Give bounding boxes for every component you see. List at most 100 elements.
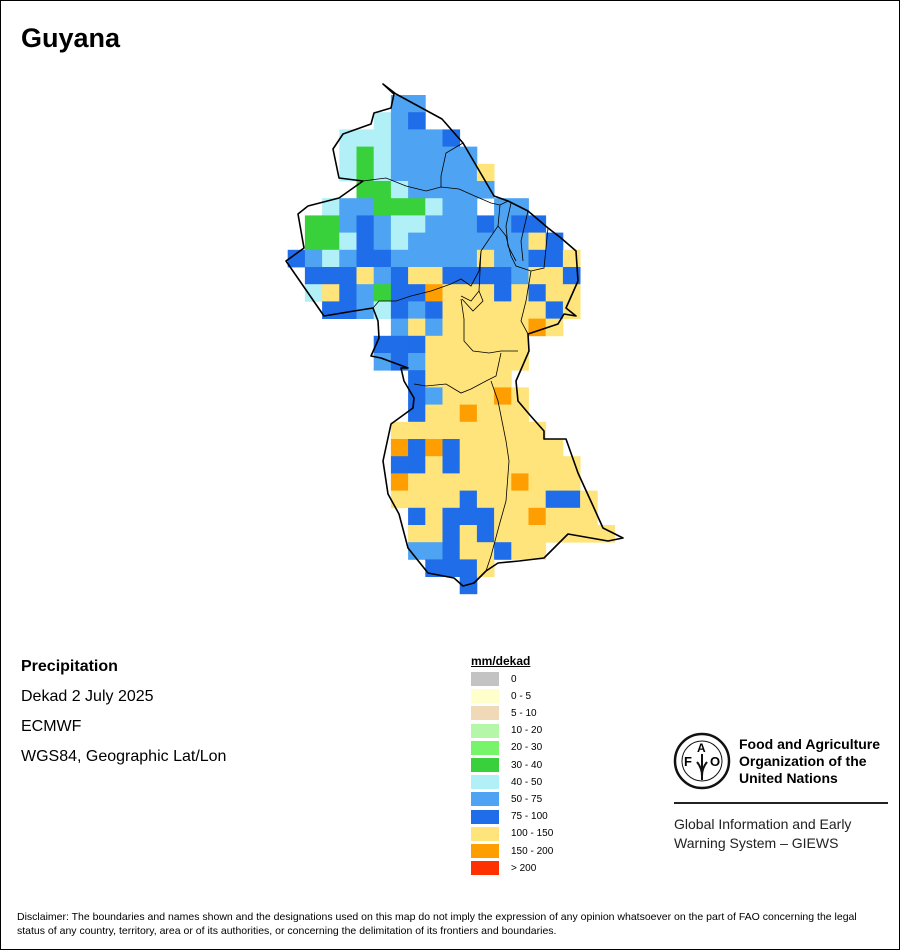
grid-cell bbox=[339, 249, 357, 268]
grid-cell bbox=[442, 232, 461, 251]
grid-cell bbox=[459, 490, 478, 509]
grid-cell bbox=[528, 525, 547, 543]
legend-label: 10 - 20 bbox=[511, 725, 543, 737]
legend-swatch bbox=[471, 844, 499, 858]
grid-cell bbox=[442, 473, 461, 491]
grid-cell bbox=[562, 301, 581, 319]
grid-cell bbox=[304, 267, 323, 285]
grid-cell bbox=[562, 525, 581, 543]
grid-cell bbox=[511, 284, 529, 302]
grid-cell bbox=[459, 249, 478, 268]
grid-cell bbox=[373, 112, 392, 130]
source-label: ECMWF bbox=[21, 718, 82, 735]
grid-cell bbox=[528, 421, 547, 440]
grid-cell bbox=[442, 490, 461, 509]
grid-cell bbox=[511, 525, 529, 543]
grid-cell bbox=[494, 421, 512, 440]
grid-cell bbox=[339, 146, 357, 165]
grid-cell bbox=[476, 507, 495, 526]
legend-item: 50 - 75 bbox=[471, 792, 542, 807]
grid-cell bbox=[442, 267, 461, 285]
giews-name: Global Information and Early Warning Sys… bbox=[674, 816, 852, 851]
grid-cell bbox=[408, 473, 426, 491]
grid-cell bbox=[356, 284, 375, 302]
grid-cell bbox=[304, 284, 323, 302]
grid-cell bbox=[339, 301, 357, 319]
grid-cell bbox=[322, 284, 340, 302]
grid-cell bbox=[459, 525, 478, 543]
legend-label: 150 - 200 bbox=[511, 845, 554, 857]
grid-cell bbox=[425, 490, 443, 509]
grid-cell bbox=[580, 507, 598, 526]
grid-cell bbox=[459, 318, 478, 337]
grid-cell bbox=[442, 456, 461, 474]
grid-cell bbox=[476, 439, 495, 457]
grid-cell bbox=[373, 129, 392, 147]
grid-cell bbox=[425, 163, 443, 182]
grid-cell bbox=[494, 456, 512, 474]
grid-cell bbox=[511, 387, 529, 405]
grid-cell bbox=[545, 473, 564, 491]
grid-cell bbox=[580, 490, 598, 509]
grid-cell bbox=[408, 232, 426, 251]
grid-cell bbox=[476, 404, 495, 423]
grid-cell bbox=[356, 181, 375, 199]
grid-cell bbox=[511, 456, 529, 474]
grid-cell bbox=[442, 525, 461, 543]
grid-cell bbox=[528, 507, 547, 526]
region-boundaries bbox=[362, 142, 549, 572]
grid-cell bbox=[476, 421, 495, 440]
grid-cell bbox=[442, 370, 461, 388]
legend-item: 10 - 20 bbox=[471, 723, 543, 738]
grid-cell bbox=[459, 421, 478, 440]
grid-cell bbox=[339, 198, 357, 216]
grid-cell bbox=[528, 542, 547, 560]
grid-cell bbox=[459, 353, 478, 371]
grid-cell bbox=[494, 473, 512, 491]
grid-cell bbox=[339, 232, 357, 251]
grid-cell bbox=[408, 507, 426, 526]
grid-cell bbox=[442, 439, 461, 457]
grid-cell bbox=[580, 525, 598, 543]
grid-cell bbox=[408, 456, 426, 474]
legend-item: 0 bbox=[471, 672, 517, 686]
legend-label: 40 - 50 bbox=[511, 776, 543, 788]
variable-label: Precipitation bbox=[21, 658, 118, 675]
grid-cell bbox=[476, 456, 495, 474]
grid-cell bbox=[408, 267, 426, 285]
grid-cell bbox=[408, 284, 426, 302]
fao-name: Food and Agriculture Organization of the… bbox=[739, 736, 881, 786]
legend-swatch bbox=[471, 740, 499, 755]
legend-swatch bbox=[471, 792, 499, 807]
grid-cell bbox=[356, 163, 375, 182]
grid-cell bbox=[562, 249, 581, 268]
grid-cell bbox=[425, 129, 443, 147]
grid-cell bbox=[562, 284, 581, 302]
grid-cell bbox=[425, 181, 443, 199]
grid-cell bbox=[459, 456, 478, 474]
grid-cell bbox=[545, 507, 564, 526]
grid-cell bbox=[494, 284, 512, 302]
map-title: Guyana bbox=[21, 23, 121, 53]
grid-cell bbox=[408, 439, 426, 457]
grid-cell bbox=[494, 301, 512, 319]
grid-cell bbox=[476, 542, 495, 560]
grid-cell bbox=[442, 284, 461, 302]
projection-label: WGS84, Geographic Lat/Lon bbox=[21, 748, 227, 765]
grid-cell bbox=[545, 249, 564, 268]
grid-cell bbox=[476, 490, 495, 509]
grid-cell bbox=[476, 335, 495, 354]
grid-cell bbox=[528, 473, 547, 491]
grid-cell bbox=[390, 112, 409, 130]
grid-cell bbox=[476, 473, 495, 491]
grid-cell bbox=[373, 301, 392, 319]
grid-cell bbox=[442, 421, 461, 440]
grid-cell bbox=[408, 249, 426, 268]
grid-cell bbox=[494, 370, 512, 388]
grid-cell bbox=[562, 507, 581, 526]
grid-cell bbox=[476, 353, 495, 371]
grid-cell bbox=[459, 439, 478, 457]
grid-cell bbox=[304, 249, 323, 268]
grid-cell bbox=[476, 525, 495, 543]
